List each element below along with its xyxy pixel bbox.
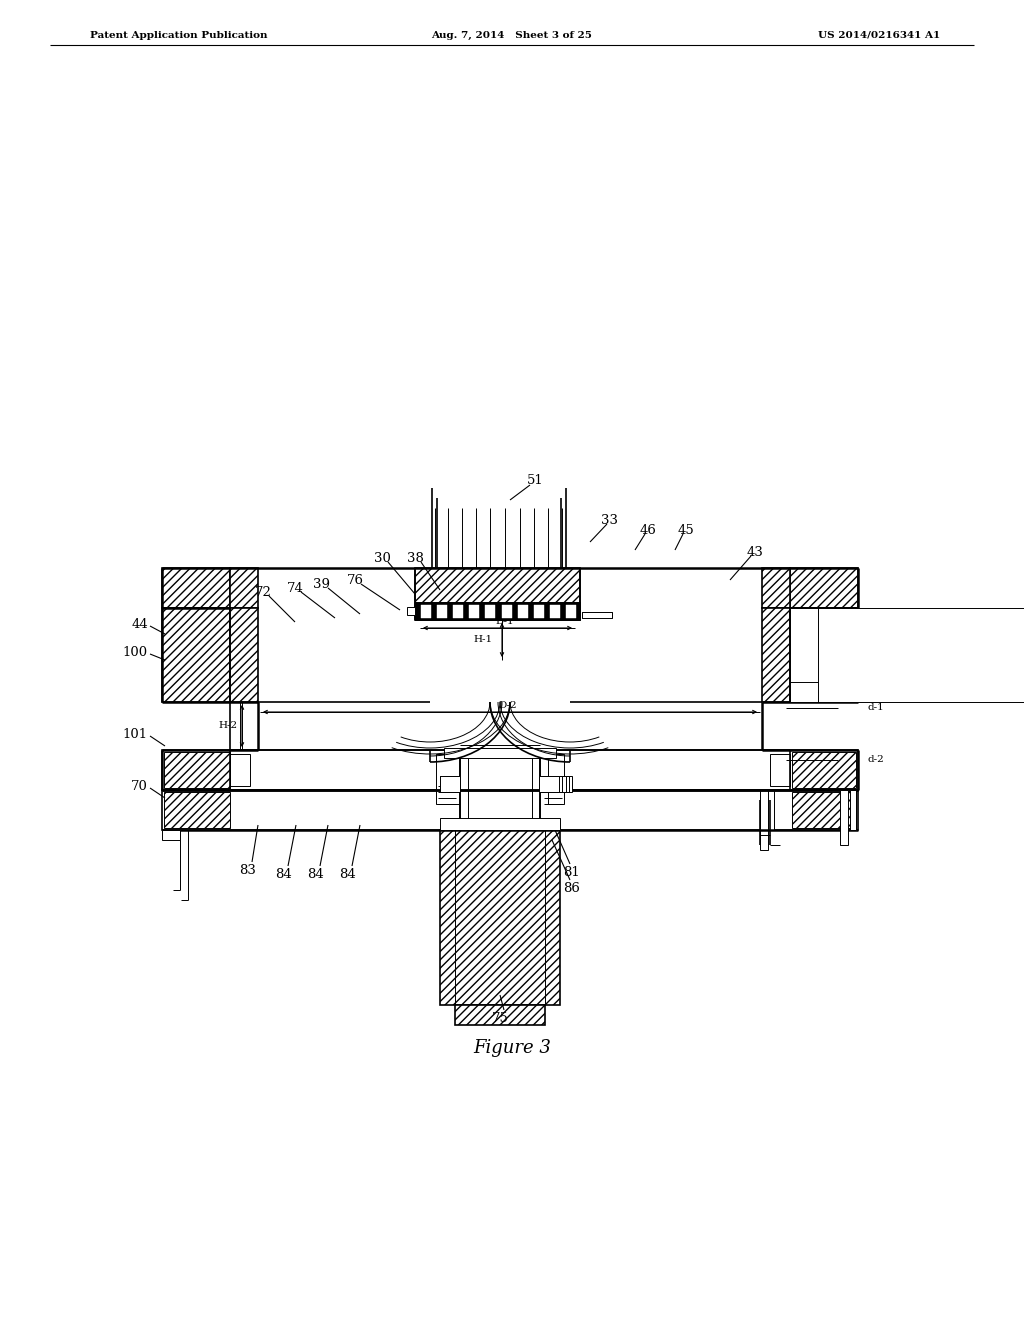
- Bar: [164, 792, 230, 828]
- Bar: [543, 776, 562, 792]
- Bar: [790, 609, 1024, 702]
- Text: 70: 70: [131, 780, 148, 792]
- Bar: [850, 789, 856, 830]
- Text: 43: 43: [746, 545, 764, 558]
- Bar: [539, 776, 559, 792]
- Bar: [530, 750, 574, 804]
- Text: H-1: H-1: [474, 635, 493, 644]
- Bar: [162, 568, 230, 609]
- Text: 81: 81: [563, 866, 581, 879]
- Bar: [460, 750, 540, 830]
- Bar: [426, 750, 466, 804]
- Bar: [840, 789, 848, 845]
- Bar: [162, 750, 858, 789]
- Text: 75: 75: [492, 1011, 509, 1024]
- Bar: [454, 605, 463, 618]
- Text: Patent Application Publication: Patent Application Publication: [90, 30, 267, 40]
- Text: d-1: d-1: [868, 704, 885, 713]
- Text: 51: 51: [526, 474, 544, 487]
- Bar: [230, 609, 258, 702]
- Text: H-2: H-2: [219, 722, 238, 730]
- Bar: [762, 609, 790, 702]
- Bar: [415, 568, 580, 620]
- Bar: [436, 754, 472, 804]
- Text: d-2: d-2: [868, 755, 885, 764]
- Bar: [440, 830, 560, 1005]
- Text: 83: 83: [240, 863, 256, 876]
- Bar: [502, 605, 512, 618]
- Bar: [566, 605, 575, 618]
- Bar: [440, 776, 460, 792]
- Bar: [440, 818, 560, 830]
- Bar: [440, 776, 460, 792]
- Bar: [546, 776, 565, 792]
- Bar: [549, 776, 568, 792]
- Bar: [469, 605, 479, 618]
- Bar: [162, 830, 180, 840]
- Bar: [485, 605, 496, 618]
- Bar: [790, 609, 858, 702]
- Bar: [534, 605, 544, 618]
- Text: 86: 86: [563, 882, 581, 895]
- Text: 46: 46: [640, 524, 656, 536]
- Bar: [792, 792, 856, 828]
- Bar: [455, 1005, 545, 1026]
- Bar: [790, 568, 858, 609]
- Text: Figure 3: Figure 3: [473, 1039, 551, 1057]
- Text: 84: 84: [275, 867, 293, 880]
- Bar: [762, 568, 790, 609]
- Text: 33: 33: [601, 513, 618, 527]
- Text: US 2014/0216341 A1: US 2014/0216341 A1: [818, 30, 940, 40]
- Text: 44: 44: [131, 618, 148, 631]
- Text: 84: 84: [340, 867, 356, 880]
- Bar: [230, 754, 250, 785]
- Bar: [407, 607, 415, 615]
- Bar: [552, 776, 572, 792]
- Text: 76: 76: [346, 573, 364, 586]
- Bar: [792, 752, 856, 788]
- Bar: [518, 605, 527, 618]
- Bar: [162, 789, 858, 830]
- Bar: [770, 754, 790, 785]
- Text: 84: 84: [307, 867, 325, 880]
- Bar: [582, 612, 612, 618]
- Bar: [550, 605, 560, 618]
- Text: 38: 38: [407, 552, 424, 565]
- Text: 45: 45: [678, 524, 694, 536]
- Text: 30: 30: [374, 552, 390, 565]
- Text: 72: 72: [255, 586, 271, 598]
- Text: D-1: D-1: [496, 618, 514, 627]
- Bar: [415, 602, 580, 620]
- Bar: [164, 752, 230, 788]
- Bar: [440, 776, 460, 792]
- Bar: [437, 605, 447, 618]
- Text: Aug. 7, 2014   Sheet 3 of 25: Aug. 7, 2014 Sheet 3 of 25: [431, 30, 593, 40]
- Bar: [444, 748, 556, 758]
- Text: 74: 74: [287, 582, 303, 594]
- Bar: [440, 776, 460, 792]
- Bar: [768, 789, 774, 830]
- Bar: [440, 776, 460, 792]
- Bar: [421, 605, 431, 618]
- Text: 39: 39: [313, 578, 331, 590]
- Bar: [760, 789, 768, 850]
- Text: 101: 101: [123, 727, 148, 741]
- Bar: [230, 568, 258, 609]
- Bar: [548, 754, 564, 804]
- Text: 100: 100: [123, 645, 148, 659]
- Bar: [162, 609, 230, 702]
- Text: D-2: D-2: [499, 701, 517, 710]
